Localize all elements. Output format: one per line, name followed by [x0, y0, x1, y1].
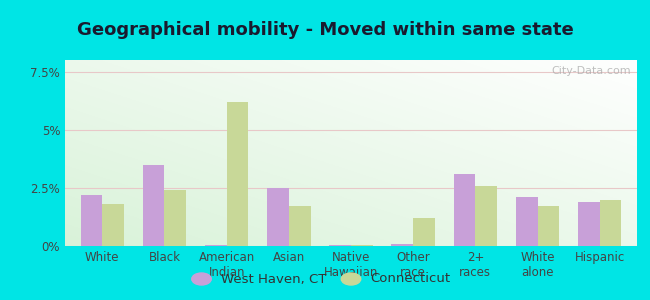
Bar — [143, 165, 164, 246]
Bar — [475, 185, 497, 246]
Bar — [578, 202, 600, 246]
Bar — [515, 197, 538, 246]
Bar — [267, 188, 289, 246]
Bar — [289, 206, 311, 246]
Bar — [413, 218, 435, 246]
Bar — [538, 206, 559, 246]
Bar — [102, 204, 124, 246]
Text: West Haven, CT: West Haven, CT — [221, 272, 326, 286]
Bar — [600, 200, 621, 246]
Bar — [391, 244, 413, 246]
Bar — [164, 190, 187, 246]
Bar — [81, 195, 102, 246]
Bar — [330, 245, 351, 246]
Text: City-Data.com: City-Data.com — [552, 66, 631, 76]
Bar — [454, 174, 475, 246]
Bar — [351, 245, 372, 246]
Bar — [227, 102, 248, 246]
Bar — [205, 245, 227, 246]
Text: Connecticut: Connecticut — [370, 272, 450, 286]
Text: Geographical mobility - Moved within same state: Geographical mobility - Moved within sam… — [77, 21, 573, 39]
